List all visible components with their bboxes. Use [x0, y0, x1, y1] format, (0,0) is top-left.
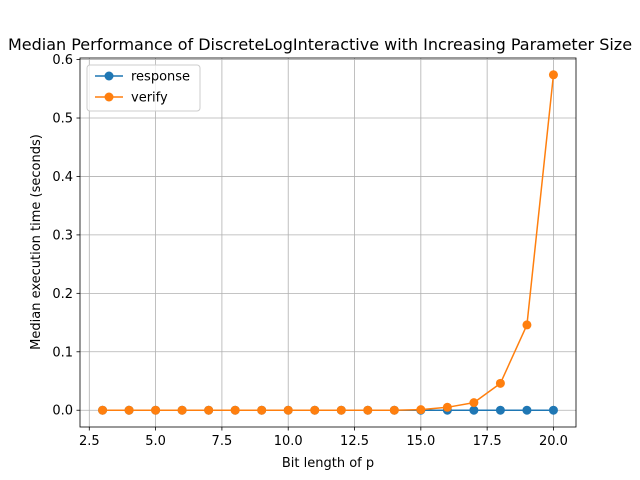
chart-title: Median Performance of DiscreteLogInterac… — [8, 35, 632, 54]
data-point-verify — [151, 405, 161, 415]
series-layer — [98, 70, 558, 415]
legend-marker-response — [104, 71, 114, 81]
data-point-verify — [495, 378, 505, 388]
legend-marker-verify — [104, 92, 114, 102]
y-tick-label: 0.3 — [52, 228, 73, 243]
data-point-verify — [469, 398, 479, 408]
data-point-verify — [416, 405, 426, 415]
data-point-verify — [442, 402, 452, 412]
data-point-verify — [283, 405, 293, 415]
y-tick-label: 0.2 — [52, 287, 73, 302]
legend-label-response: response — [131, 70, 190, 85]
data-point-response — [522, 405, 532, 415]
data-point-verify — [336, 405, 346, 415]
y-tick-label: 0.0 — [52, 404, 73, 419]
plot-frame — [79, 57, 577, 428]
data-point-response — [548, 405, 558, 415]
data-point-verify — [522, 320, 532, 330]
data-point-response — [495, 405, 505, 415]
x-tick-label: 12.5 — [340, 434, 369, 449]
x-tick-label: 7.5 — [212, 434, 233, 449]
data-point-verify — [548, 70, 558, 80]
legend-label-verify: verify — [131, 91, 168, 106]
data-point-verify — [310, 405, 320, 415]
data-point-verify — [257, 405, 267, 415]
y-axis-ticks: 0.0 0.1 0.2 0.3 0.4 0.5 0.6 — [52, 53, 80, 419]
data-point-verify — [363, 405, 373, 415]
data-point-verify — [204, 405, 214, 415]
legend: response verify — [86, 64, 201, 112]
x-axis-label: Bit length of p — [282, 456, 374, 471]
y-axis-label: Median execution time (seconds) — [29, 134, 44, 350]
y-tick-label: 0.6 — [52, 53, 73, 68]
data-point-verify — [98, 405, 108, 415]
y-tick-label: 0.4 — [52, 170, 73, 185]
y-tick-label: 0.1 — [52, 345, 73, 360]
data-point-verify — [124, 405, 134, 415]
x-tick-label: 5.0 — [145, 434, 166, 449]
data-point-verify — [389, 405, 399, 415]
x-axis-ticks: 2.5 5.0 7.5 10.0 12.5 15.0 17.5 20.0 — [79, 427, 568, 449]
data-point-response — [469, 405, 479, 415]
y-tick-label: 0.5 — [52, 112, 73, 127]
x-tick-label: 20.0 — [539, 434, 568, 449]
x-tick-label: 10.0 — [274, 434, 303, 449]
x-tick-label: 15.0 — [406, 434, 435, 449]
x-tick-label: 2.5 — [79, 434, 100, 449]
x-tick-label: 17.5 — [473, 434, 502, 449]
data-point-verify — [177, 405, 187, 415]
data-point-verify — [230, 405, 240, 415]
